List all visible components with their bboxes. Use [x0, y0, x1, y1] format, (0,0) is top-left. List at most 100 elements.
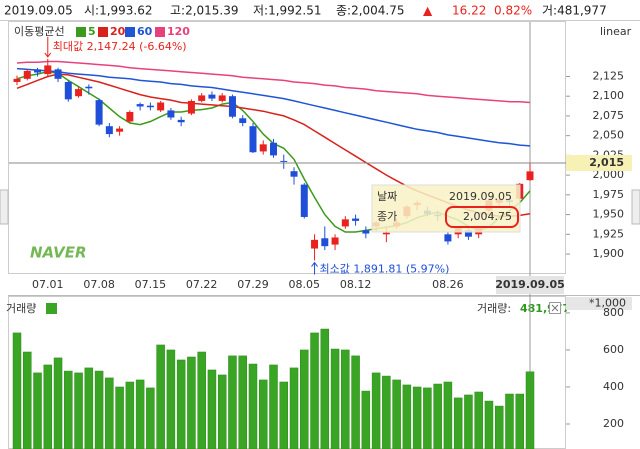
candle-body	[300, 184, 308, 217]
volume-bar	[248, 363, 258, 449]
volume-unit: *1,000	[589, 297, 626, 310]
candle-body	[95, 100, 103, 125]
volume-bar	[146, 387, 155, 449]
tooltip-key: 날짜	[377, 190, 397, 203]
x-tick-label: 08.12	[340, 278, 372, 291]
ma-legend-swatch	[98, 27, 108, 37]
volume-legend: 거래량	[6, 302, 36, 315]
volume-bar	[12, 332, 22, 449]
candle-body	[105, 126, 113, 135]
y-tick-label: 2,050	[593, 129, 625, 142]
volume-bar	[166, 349, 176, 449]
volume-bar	[125, 381, 135, 449]
volume-bar	[300, 349, 309, 449]
volume-bar	[43, 364, 53, 449]
min-annotation: 최소값 1,891.81 (5.97%)	[320, 263, 450, 276]
max-annotation: 최대값 2,147.24 (-6.64%)	[53, 40, 187, 53]
ma-legend-swatch	[76, 27, 86, 37]
scale-type: linear	[600, 25, 632, 38]
volume-bar	[289, 367, 299, 449]
candle-body	[146, 105, 154, 108]
volume-bar	[64, 370, 73, 449]
candle-body	[44, 65, 52, 75]
volume-bar	[176, 359, 186, 449]
volume-bar	[330, 348, 340, 449]
volume-bar	[484, 400, 494, 449]
scroll-right[interactable]	[631, 189, 640, 225]
candle-body	[23, 70, 31, 79]
y-tick-label: 1,925	[593, 227, 625, 240]
watermark: NAVER	[30, 244, 87, 262]
candle-body	[228, 96, 236, 117]
volume-bar	[74, 372, 83, 449]
x-tick-label: 08.26	[432, 278, 464, 291]
tooltip-box	[371, 184, 521, 233]
ma-legend-swatch	[125, 27, 135, 37]
volume-bar	[33, 372, 42, 449]
scroll-left[interactable]	[0, 189, 9, 225]
candle-body	[341, 219, 349, 227]
x-tick-label: 07.01	[32, 278, 64, 291]
volume-bar	[371, 372, 381, 449]
candle-body	[362, 230, 370, 234]
volume-bar	[197, 351, 206, 449]
candle-body	[311, 239, 319, 249]
y-tick-label: 200	[603, 417, 624, 430]
ma-legend-swatch	[155, 27, 165, 37]
y-tick-label: 1,900	[593, 247, 625, 260]
candle-body	[526, 171, 534, 181]
y-tick-label: 1,950	[593, 208, 625, 221]
volume-bar	[423, 387, 432, 449]
volume-bar	[433, 383, 442, 449]
candle-body	[280, 160, 288, 162]
volume-bar	[402, 384, 412, 449]
candle-body	[177, 119, 185, 123]
header-high: 고:2,015.39	[170, 4, 239, 18]
x-tick-label: 07.29	[237, 278, 269, 291]
y-tick-label: 2,125	[593, 69, 625, 82]
header-volume: 거:481,977	[542, 4, 607, 18]
current-label: 2,015	[589, 156, 624, 169]
volume-bar	[53, 357, 63, 449]
volume-bar	[310, 332, 319, 449]
header-low: 저:1,992.51	[253, 4, 322, 18]
y-tick-label: 600	[603, 343, 624, 356]
volume-bar	[525, 371, 535, 449]
x-label-highlight	[496, 276, 564, 294]
x-tick-label: 07.08	[83, 278, 115, 291]
price-panel	[8, 21, 566, 274]
candle-body	[382, 232, 390, 235]
candle-body	[321, 238, 329, 247]
header-date: 2019.09.05	[4, 4, 73, 18]
x-tick-label: 08.05	[289, 278, 321, 291]
volume-bar	[269, 364, 278, 449]
header-change: 16.22	[452, 4, 486, 18]
header-close: 종:2,004.75	[336, 4, 405, 18]
ma-legend-label: 120	[167, 25, 190, 38]
volume-bar	[217, 374, 227, 449]
volume-bar	[320, 328, 330, 449]
volume-bar	[505, 393, 514, 449]
y-tick-label: 2,075	[593, 109, 625, 122]
candle-body	[218, 95, 226, 101]
volume-bar	[494, 405, 504, 449]
max-arrow	[44, 36, 52, 58]
ma-line	[16, 67, 531, 147]
x-tick-label: 07.15	[135, 278, 167, 291]
y-tick-label: 800	[603, 306, 624, 319]
candle-body	[259, 144, 267, 152]
candle-body	[157, 102, 165, 111]
volume-bar	[361, 390, 371, 449]
volume-bar	[207, 369, 217, 449]
close-icon	[551, 304, 559, 312]
candle-body	[331, 237, 339, 245]
volume-latest-value: 481,977	[520, 302, 570, 315]
candle-body	[126, 111, 134, 122]
candle-body	[13, 78, 21, 82]
volume-bar	[464, 394, 473, 449]
volume-bar	[412, 386, 422, 449]
candle-body	[352, 218, 360, 221]
unit-box	[566, 297, 632, 310]
volume-bar	[443, 381, 453, 449]
